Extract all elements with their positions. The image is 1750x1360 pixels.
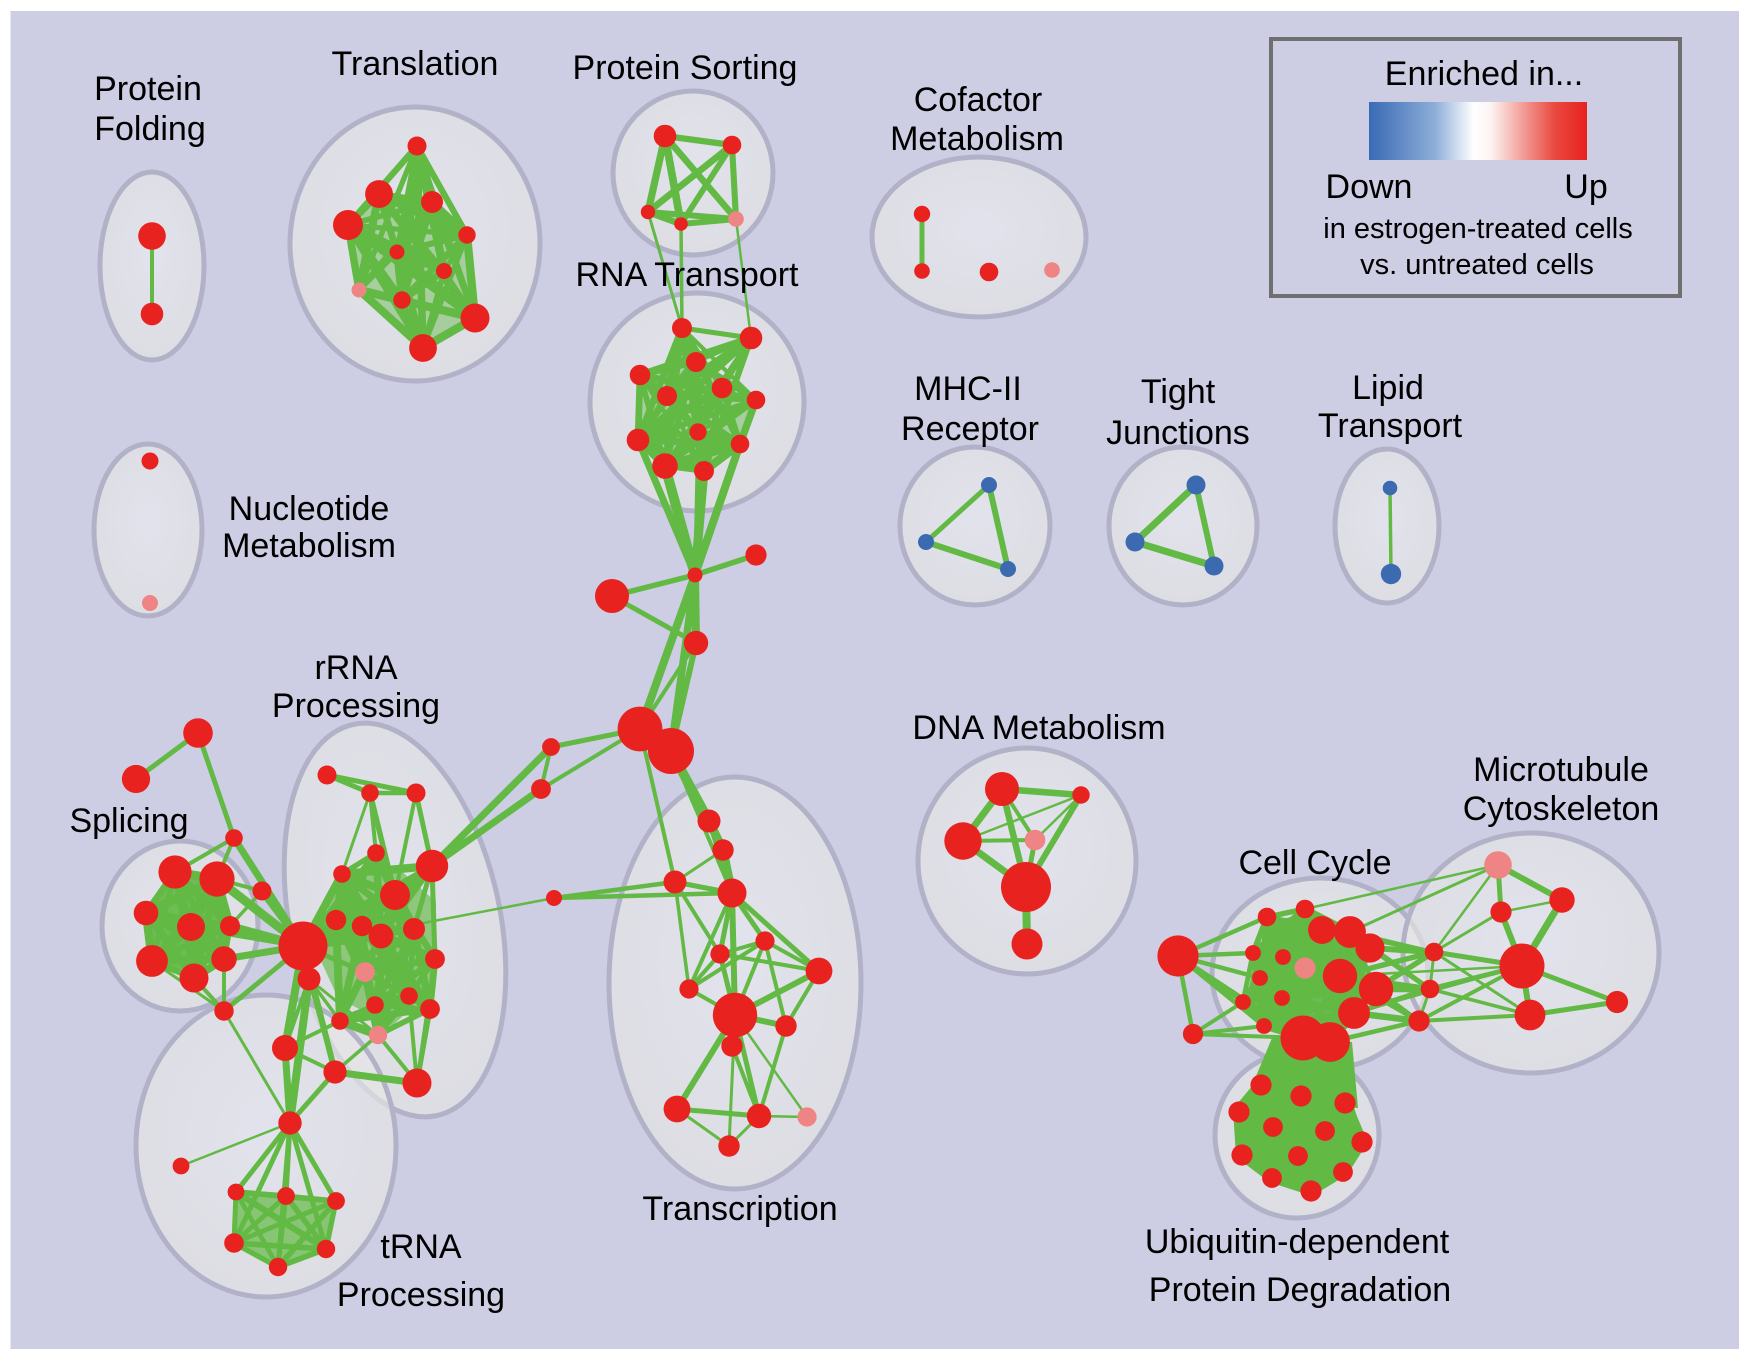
svg-text:Processing: Processing — [272, 687, 440, 725]
svg-text:Metabolism: Metabolism — [890, 120, 1064, 158]
svg-text:vs. untreated cells: vs. untreated cells — [1360, 249, 1594, 281]
svg-text:Cell Cycle: Cell Cycle — [1238, 844, 1391, 882]
svg-text:Up: Up — [1564, 168, 1607, 206]
svg-text:Nucleotide: Nucleotide — [229, 490, 390, 528]
svg-text:Microtubule: Microtubule — [1473, 751, 1649, 789]
svg-text:Folding: Folding — [94, 110, 206, 148]
svg-text:RNA Transport: RNA Transport — [576, 256, 800, 294]
svg-text:Down: Down — [1326, 168, 1413, 206]
svg-text:Ubiquitin-dependent: Ubiquitin-dependent — [1145, 1223, 1450, 1261]
svg-text:Junctions: Junctions — [1106, 414, 1250, 452]
svg-text:Cytoskeleton: Cytoskeleton — [1463, 790, 1660, 828]
svg-text:Translation: Translation — [332, 45, 499, 83]
svg-text:tRNA: tRNA — [380, 1228, 462, 1266]
svg-text:Lipid: Lipid — [1352, 369, 1424, 407]
svg-text:Receptor: Receptor — [901, 410, 1039, 448]
svg-text:Enriched in...: Enriched in... — [1385, 55, 1583, 93]
svg-text:Protein Degradation: Protein Degradation — [1149, 1271, 1451, 1309]
svg-text:Metabolism: Metabolism — [222, 527, 396, 565]
svg-text:Transcription: Transcription — [642, 1190, 837, 1228]
svg-text:Protein: Protein — [94, 70, 202, 108]
svg-text:rRNA: rRNA — [314, 649, 397, 687]
svg-text:Processing: Processing — [337, 1276, 505, 1314]
svg-text:Transport: Transport — [1318, 407, 1463, 445]
svg-text:Splicing: Splicing — [69, 802, 188, 840]
svg-text:Protein Sorting: Protein Sorting — [573, 49, 798, 87]
svg-text:Tight: Tight — [1141, 373, 1216, 411]
svg-text:in estrogen-treated cells: in estrogen-treated cells — [1323, 213, 1633, 245]
svg-text:Cofactor: Cofactor — [914, 81, 1043, 119]
svg-text:MHC-II: MHC-II — [914, 370, 1022, 408]
svg-text:DNA Metabolism: DNA Metabolism — [912, 709, 1165, 747]
